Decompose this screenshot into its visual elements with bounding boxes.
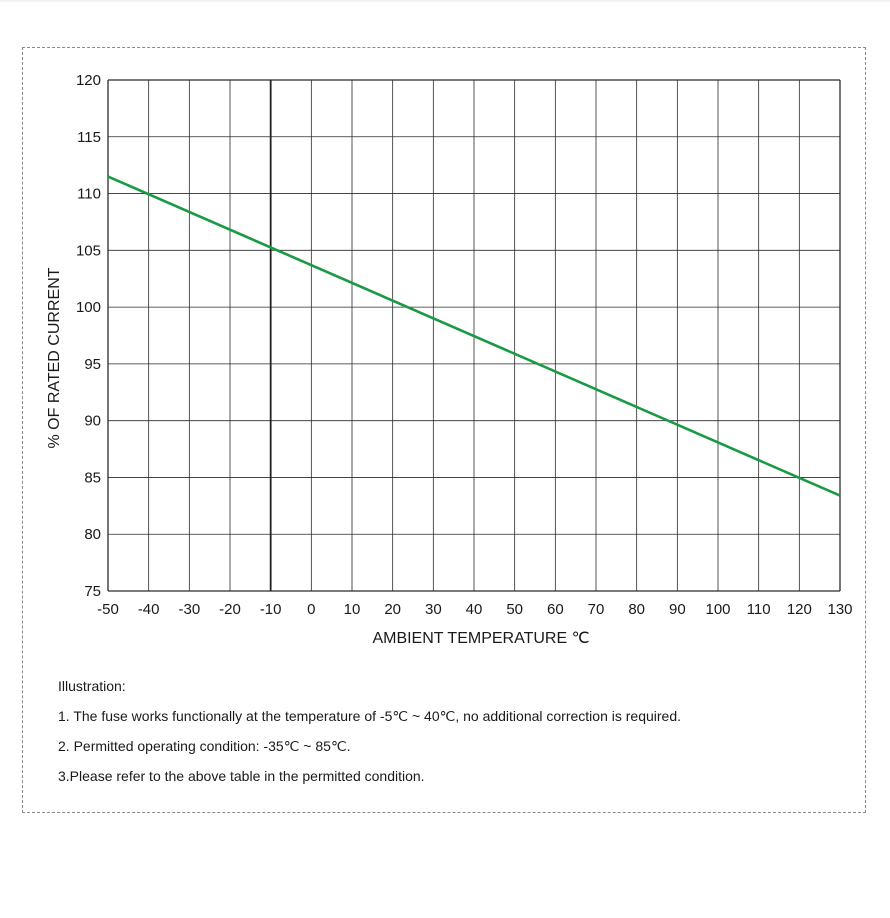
top-rule [0, 0, 890, 2]
x-tick-label: 40 [466, 601, 483, 618]
x-tick-label: 110 [747, 601, 771, 618]
y-tick-label: 75 [84, 583, 101, 600]
x-tick-label: 0 [307, 601, 315, 618]
horizontal-gridlines [108, 79, 840, 592]
x-tick-label: 130 [827, 601, 852, 618]
y-tick-label: 120 [76, 72, 101, 89]
note-item-3: 3.Please refer to the above table in the… [58, 768, 425, 784]
notes-heading: Illustration: [58, 678, 126, 694]
x-tick-label: 120 [787, 601, 812, 618]
y-tick-label: 90 [84, 413, 101, 430]
x-tick-label: 70 [588, 601, 605, 618]
x-tick-label: -10 [260, 601, 282, 618]
x-tick-label: 50 [506, 601, 523, 618]
note-item-1: 1. The fuse works functionally at the te… [58, 708, 682, 724]
x-tick-label: -40 [138, 601, 160, 618]
x-tick-label: 100 [705, 601, 730, 618]
y-tick-labels: 75 80 85 90 95 100 105 110 115 120 [76, 72, 101, 600]
y-tick-label: 105 [76, 242, 101, 259]
x-tick-label: -50 [97, 601, 119, 618]
series-line [107, 175, 841, 497]
notes-section: Illustration: 1. The fuse works function… [58, 679, 858, 784]
x-axis-title: AMBIENT TEMPERATURE ℃ [372, 630, 589, 647]
y-tick-label: 85 [84, 469, 101, 486]
y-tick-label: 95 [84, 356, 101, 373]
x-tick-label: 80 [628, 601, 645, 618]
x-tick-labels: -50 -40 -30 -20 -10 0 10 20 30 40 50 60 70 80 90 100 110… [97, 601, 852, 618]
series-layer [107, 80, 841, 591]
note-item-2: 2. Permitted operating condition: -35℃ ~… [58, 738, 351, 754]
x-tick-label: 20 [384, 601, 401, 618]
y-tick-label: 100 [76, 299, 101, 316]
dashed-frame [22, 47, 866, 813]
y-axis-title: % OF RATED CURRENT [46, 267, 63, 448]
y-tick-label: 115 [77, 129, 101, 146]
y-tick-label: 110 [77, 186, 101, 203]
x-tick-label: 60 [547, 601, 564, 618]
x-tick-label: -20 [219, 601, 241, 618]
x-tick-label: 10 [344, 601, 361, 618]
x-tick-label: 90 [669, 601, 686, 618]
x-tick-label: -30 [178, 601, 200, 618]
x-tick-label: 30 [425, 601, 442, 618]
y-tick-label: 80 [84, 526, 101, 543]
